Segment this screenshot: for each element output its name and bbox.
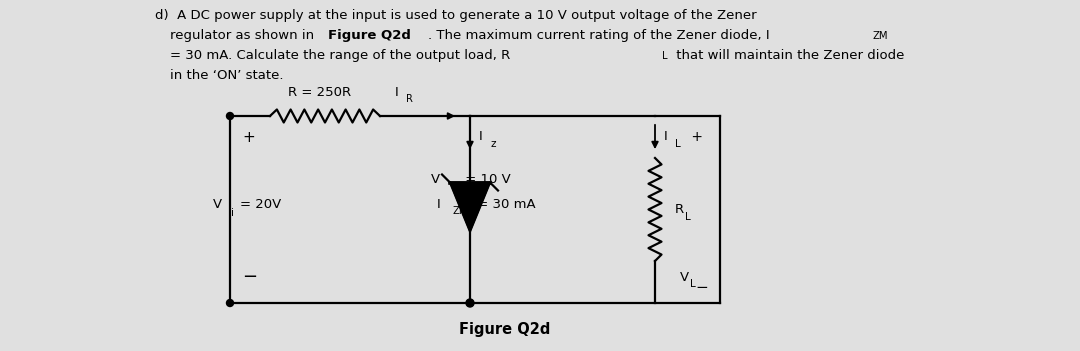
Text: L: L — [675, 139, 680, 149]
Text: +: + — [242, 131, 255, 146]
Text: L: L — [690, 279, 696, 289]
Text: regulator as shown in: regulator as shown in — [170, 29, 319, 42]
Text: ZM: ZM — [453, 206, 468, 217]
Text: I: I — [480, 131, 483, 144]
Polygon shape — [450, 183, 490, 232]
Text: +: + — [687, 130, 703, 144]
Circle shape — [227, 299, 233, 306]
Text: R: R — [675, 203, 684, 216]
Text: = 30 mA. Calculate the range of the output load, R: = 30 mA. Calculate the range of the outp… — [170, 49, 510, 62]
Text: . The maximum current rating of the Zener diode, I: . The maximum current rating of the Zene… — [428, 29, 769, 42]
Circle shape — [227, 113, 233, 119]
Text: −: − — [242, 268, 257, 286]
Text: I: I — [664, 131, 667, 144]
Text: −: − — [696, 280, 707, 296]
Text: V: V — [213, 198, 222, 211]
Text: R: R — [406, 94, 414, 104]
Text: d)  A DC power supply at the input is used to generate a 10 V output voltage of : d) A DC power supply at the input is use… — [156, 9, 757, 22]
Text: = 10 V: = 10 V — [461, 173, 511, 186]
Text: I: I — [436, 198, 440, 211]
Text: that will maintain the Zener diode: that will maintain the Zener diode — [672, 49, 904, 62]
Text: Figure Q2d: Figure Q2d — [328, 29, 411, 42]
Text: in the ‘ON’ state.: in the ‘ON’ state. — [170, 69, 283, 82]
Circle shape — [465, 299, 474, 307]
Text: V: V — [680, 271, 689, 284]
Text: ZM: ZM — [872, 31, 888, 41]
Text: I: I — [395, 86, 399, 99]
Text: L: L — [662, 51, 667, 61]
Text: R = 250R: R = 250R — [288, 86, 352, 99]
Text: z: z — [490, 139, 496, 149]
Text: V: V — [431, 173, 440, 186]
Text: L: L — [685, 212, 691, 221]
Text: = 20V: = 20V — [240, 198, 281, 211]
Text: i: i — [231, 208, 234, 219]
Text: z: z — [453, 181, 457, 192]
Text: = 30 mA: = 30 mA — [473, 198, 536, 211]
Text: Figure Q2d: Figure Q2d — [459, 322, 551, 337]
